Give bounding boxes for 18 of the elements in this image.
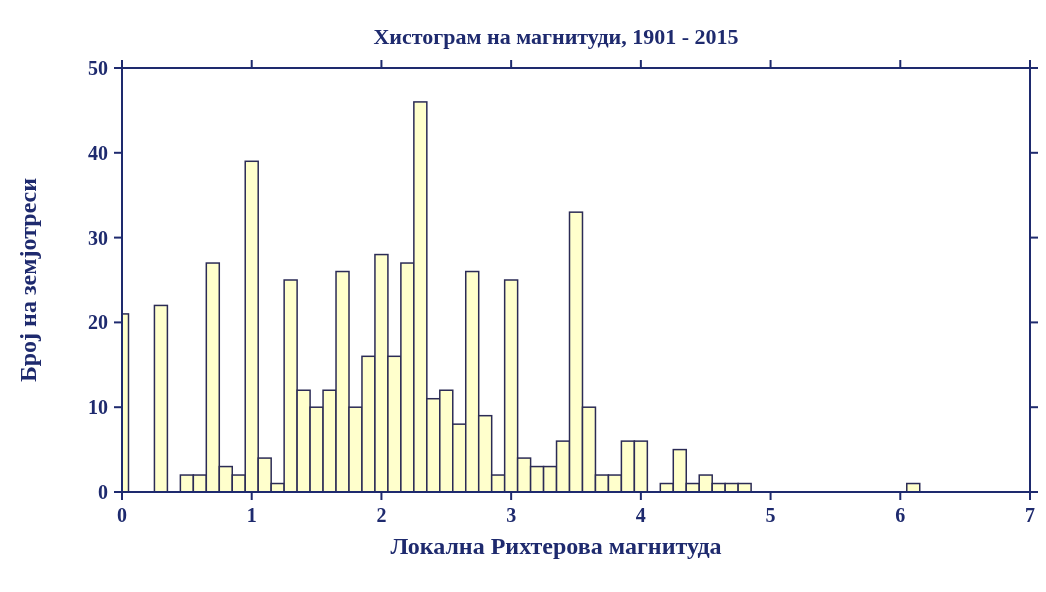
y-tick-label: 30 [88, 226, 108, 249]
x-tick-label: 6 [895, 504, 906, 526]
y-axis-title: Број на земјотреси [15, 177, 41, 383]
y-tick-label: 50 [88, 57, 108, 79]
x-axis-title: Локална Рихтерова магнитуда [390, 533, 722, 559]
y-tick-label: 20 [88, 311, 108, 334]
bar [153, 304, 169, 492]
x-tick-label: 4 [635, 504, 646, 526]
y-tick-label: 40 [88, 141, 108, 164]
x-tick-label: 0 [117, 504, 127, 526]
x-tick-label: 1 [246, 504, 257, 526]
y-tick-label: 10 [88, 396, 108, 419]
y-tick-label: 0 [98, 481, 108, 503]
x-tick-label: 5 [765, 504, 776, 526]
x-tick-label: 2 [376, 504, 387, 526]
x-tick-label: 3 [506, 504, 517, 526]
chart-title: Хистограм на магнитуди, 1901 - 2015 [373, 24, 739, 49]
x-tick-label: 7 [1025, 504, 1035, 526]
